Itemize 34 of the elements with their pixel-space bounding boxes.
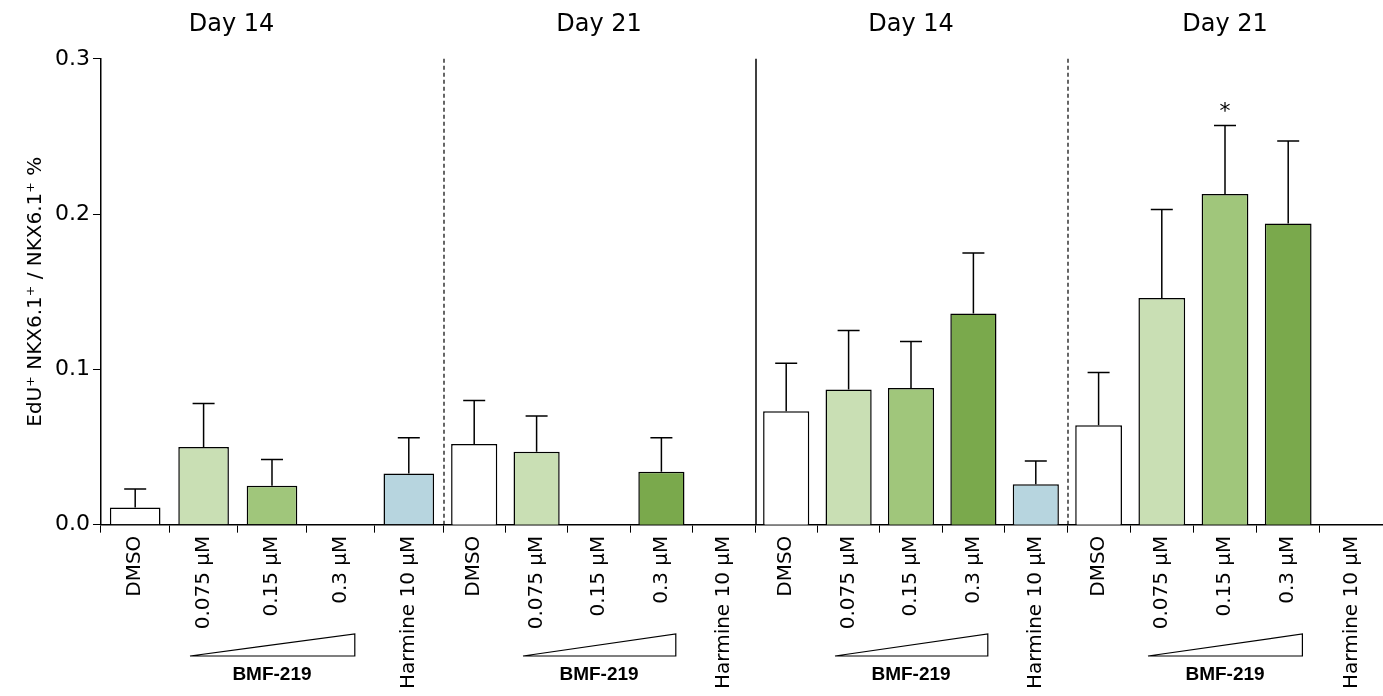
x-tick-label: 0.075 µM: [834, 535, 859, 630]
x-tick-label: Harmine 10 µM: [395, 535, 419, 690]
x-tick-label: 0.15 µM: [258, 535, 283, 617]
x-tick-label: Harmine 10 µM: [710, 535, 734, 690]
x-tick-label: 0.15 µM: [1211, 535, 1236, 617]
x-tick-label: 0.075 µM: [1148, 535, 1172, 630]
y-tick-label: 0.0: [54, 510, 90, 536]
x-tick-label: DMSO: [772, 535, 797, 597]
chart-title: Day 14: [188, 8, 275, 37]
text: BMF-219: [231, 662, 313, 685]
x-tick-label: DMSO: [460, 535, 485, 597]
x-tick-label: Harmine 10 µM: [1022, 535, 1046, 690]
x-tick-label: DMSO: [121, 535, 146, 597]
x-tick-label: 0.3 µM: [1274, 535, 1299, 604]
chart-title: Day 14: [868, 8, 954, 37]
x-tick-label: 0.3 µM: [647, 535, 672, 604]
text: BMF-219: [558, 662, 640, 685]
x-tick-label: 0.3 µM: [959, 535, 984, 604]
text: BMF-219: [870, 662, 952, 685]
chart-title: Day 21: [1182, 8, 1268, 37]
x-tick-label: 0.075 µM: [189, 535, 214, 630]
text: BMF-219: [1184, 662, 1266, 685]
x-tick-label: Harmine 10 µM: [1337, 535, 1362, 690]
x-tick-label: DMSO: [1084, 535, 1109, 597]
x-tick-label: 0.3 µM: [326, 535, 351, 604]
x-tick-label: 0.15 µM: [585, 535, 610, 617]
chart-title: Day 21: [556, 8, 642, 37]
y-tick-label: 0.1: [54, 355, 90, 381]
y-tick-label: 0.2: [54, 199, 90, 225]
x-tick-label: 0.075 µM: [522, 535, 547, 630]
y-tick-label: 0.3: [54, 44, 90, 70]
annotation: *: [1219, 98, 1231, 124]
y-axis-title: EdU⁺ NKX6.1⁺ / NKX6.1⁺ %: [22, 156, 47, 427]
x-tick-label: 0.15 µM: [897, 535, 922, 617]
